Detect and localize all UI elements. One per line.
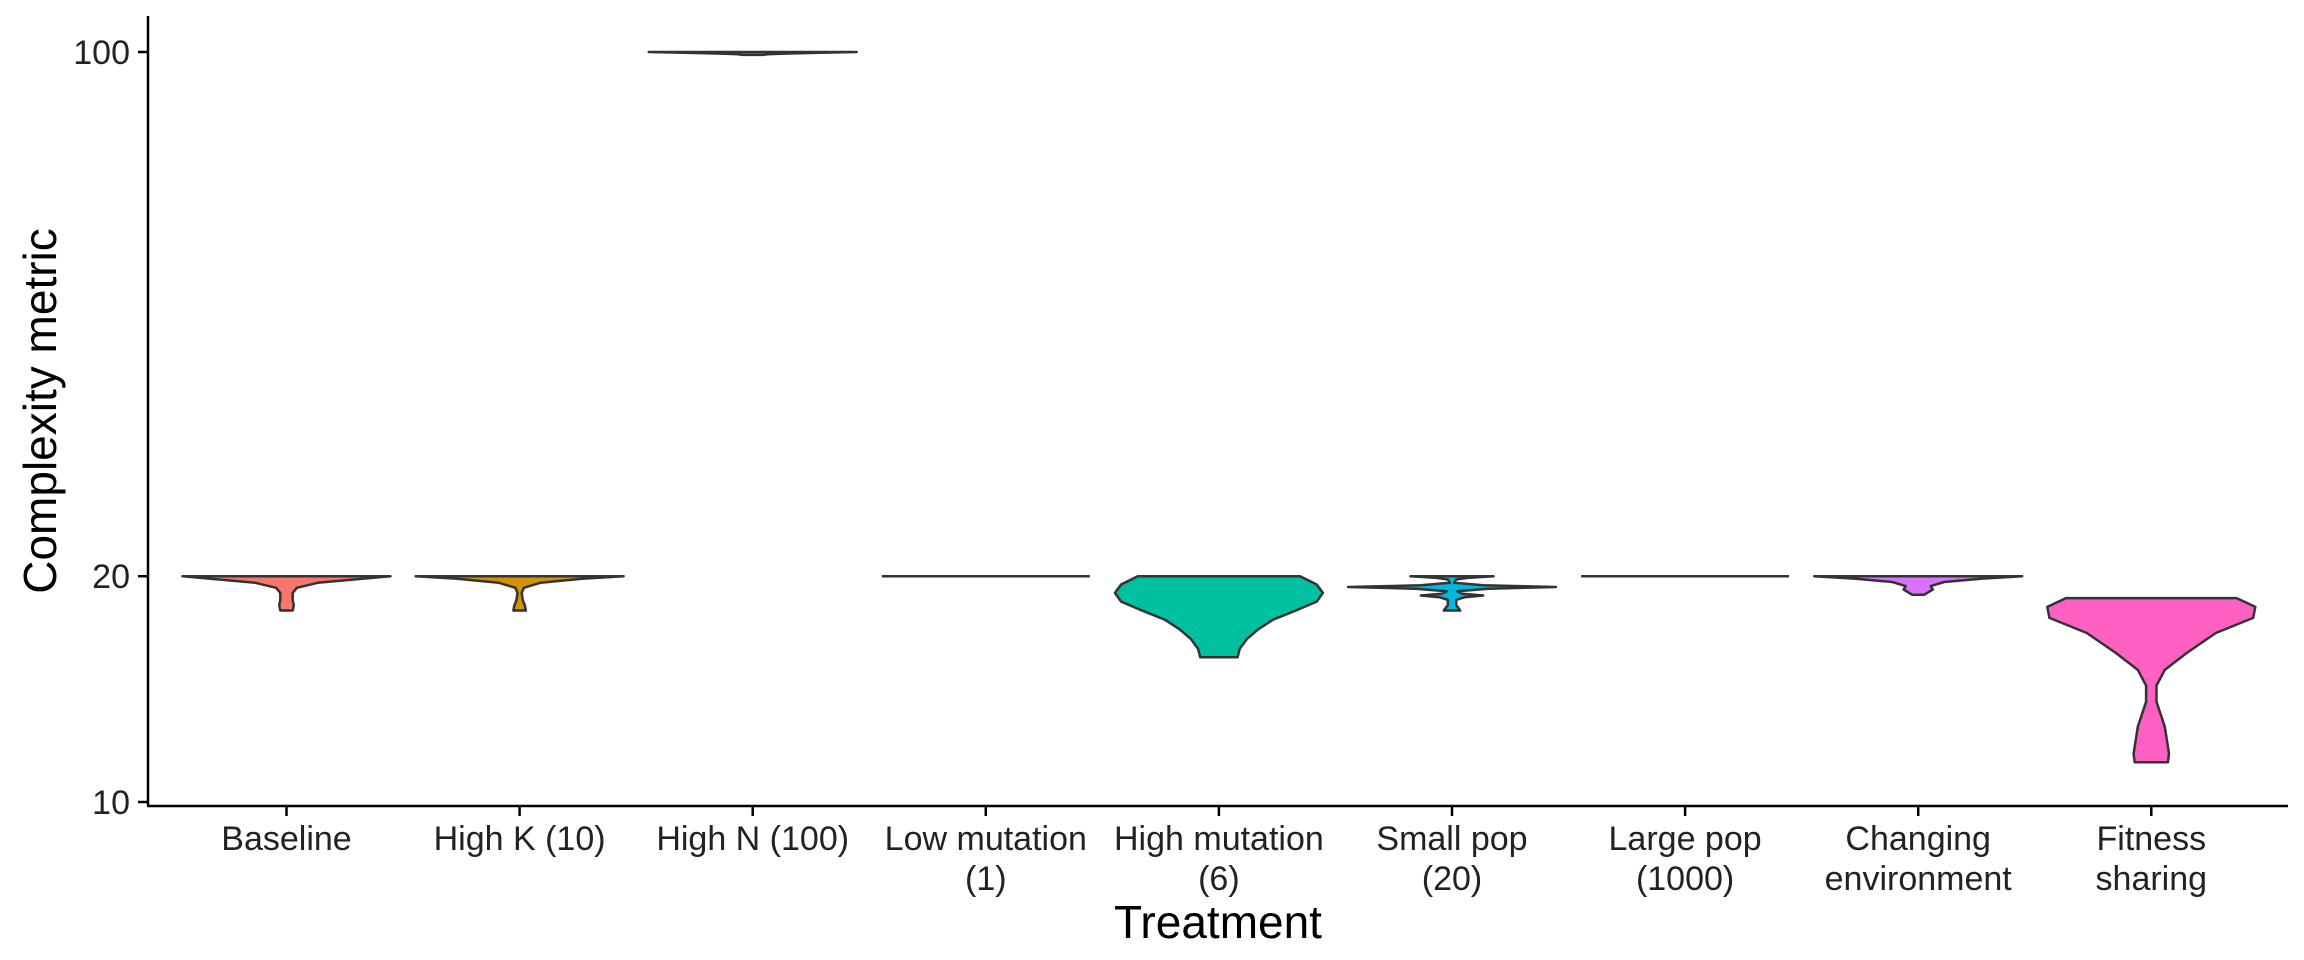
x-tick-label: Small pop (20) — [1376, 820, 1527, 898]
y-tick-label: 10 — [92, 784, 130, 822]
x-axis-ticks: Baseline High K (10) High N (100) Low mutat… — [221, 806, 2207, 898]
x-tick-label: Baseline — [221, 820, 351, 858]
violin-9 — [2046, 596, 2257, 764]
x-tick-label: Changing environment — [1825, 820, 2013, 898]
x-tick-label: High K (10) — [434, 820, 606, 858]
x-tick-label: Large pop (1000) — [1609, 820, 1762, 898]
y-axis-title: Complexity metric — [14, 228, 66, 594]
violin-8 — [1812, 574, 2024, 596]
violin-6 — [1346, 574, 1558, 612]
violin-2 — [414, 574, 625, 612]
x-tick-label: Low mutation (1) — [885, 820, 1087, 898]
y-axis-ticks: 10 20 100 — [73, 34, 148, 822]
violin-5 — [1113, 574, 1325, 659]
x-tick-label: High N (100) — [656, 820, 849, 858]
x-tick-label: Fitness sharing — [2096, 820, 2208, 898]
y-tick-label: 100 — [73, 34, 130, 72]
x-axis-title: Treatment — [1114, 896, 1322, 948]
violins-layer — [181, 50, 2257, 764]
violin-1 — [181, 574, 392, 612]
violin-3 — [647, 50, 858, 57]
x-tick-label: High mutation (6) — [1114, 820, 1324, 898]
y-tick-label: 20 — [92, 558, 130, 596]
